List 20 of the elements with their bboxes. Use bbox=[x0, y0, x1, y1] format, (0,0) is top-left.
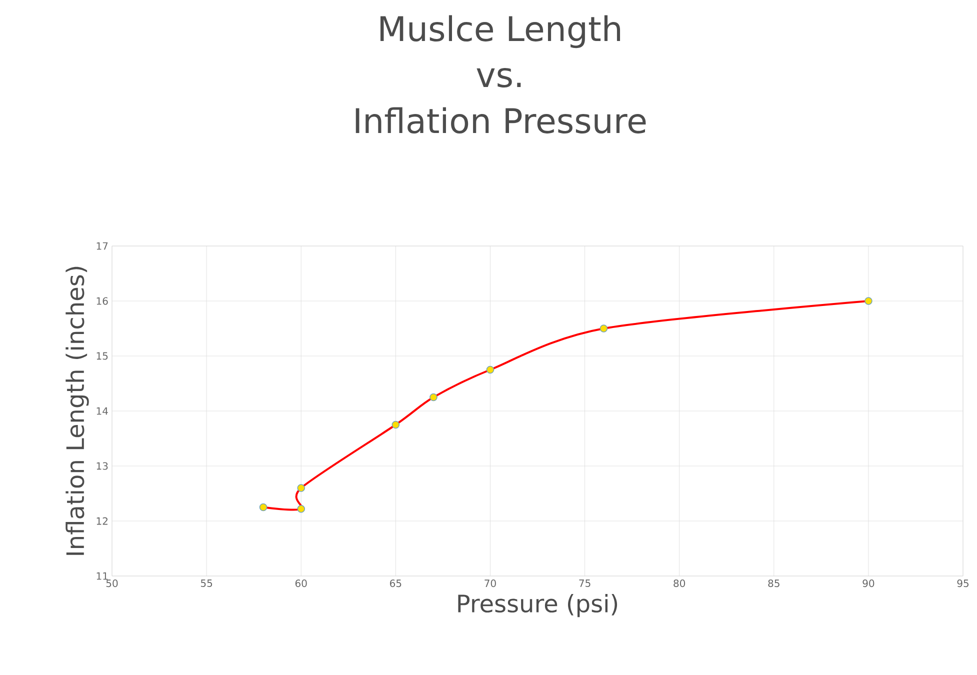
x-tick-label: 50 bbox=[106, 580, 118, 588]
y-tick-label: 12 bbox=[96, 517, 108, 525]
y-tick-label: 15 bbox=[96, 352, 108, 360]
x-tick-label: 80 bbox=[674, 580, 686, 588]
y-tick-label: 16 bbox=[96, 297, 108, 305]
y-axis-title: Inflation Length (inches) bbox=[66, 266, 89, 555]
y-tick-label: 14 bbox=[96, 407, 108, 415]
x-tick-label: 75 bbox=[579, 580, 590, 587]
x-axis-title: Pressure (psi) bbox=[458, 594, 618, 618]
y-tick-label: 13 bbox=[96, 462, 108, 470]
x-tick-label: 85 bbox=[768, 580, 780, 588]
x-tick-label: 65 bbox=[390, 580, 402, 588]
x-tick-label: 60 bbox=[295, 580, 307, 588]
x-tick-label: 90 bbox=[862, 580, 874, 588]
y-tick-label: 17 bbox=[96, 242, 108, 250]
x-tick-label: 55 bbox=[200, 580, 212, 587]
x-tick-label: 70 bbox=[484, 580, 496, 588]
y-tick-label: 11 bbox=[96, 572, 108, 580]
chart-title: Muslce Length vs. Inflation Pressure bbox=[356, 15, 646, 134]
x-tick-label: 95 bbox=[957, 580, 968, 588]
